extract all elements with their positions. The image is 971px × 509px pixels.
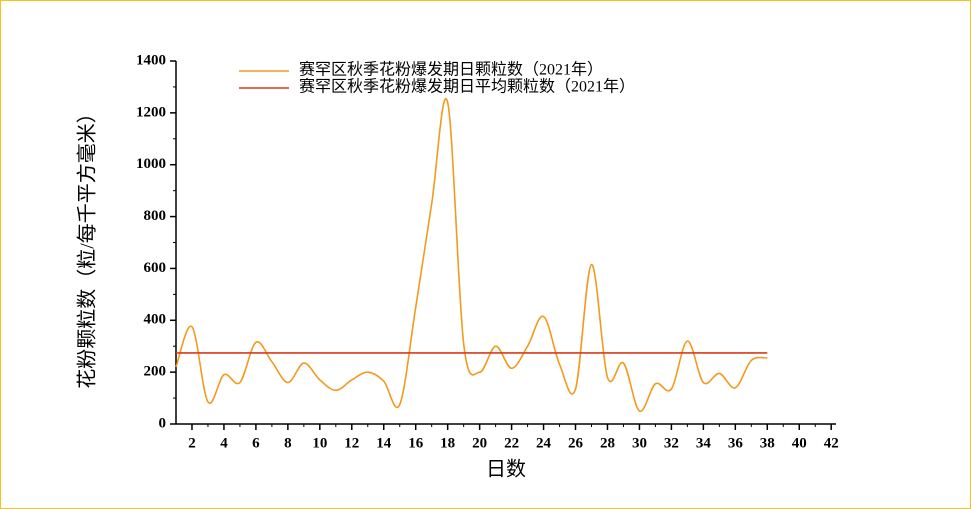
x-tick-label: 20 [472,435,487,451]
y-tick-label: 600 [144,260,167,276]
y-axis-title: 花粉颗粒数（粒/每千平方毫米） [76,103,99,389]
x-axis-title: 日数 [486,458,526,481]
y-tick-label: 1200 [136,104,166,120]
x-tick-label: 30 [632,435,647,451]
y-tick-label: 1400 [136,52,166,68]
x-tick-label: 10 [312,435,327,451]
x-tick-label: 2 [188,435,196,451]
x-tick-label: 12 [344,435,359,451]
x-tick-label: 40 [792,435,807,451]
x-tick-label: 16 [408,435,424,451]
x-tick-label: 8 [284,435,292,451]
x-tick-label: 34 [696,435,712,451]
x-tick-label: 36 [728,435,744,451]
y-tick-label: 800 [144,208,167,224]
x-tick-label: 14 [376,435,392,451]
x-tick-label: 42 [824,435,839,451]
y-tick-label: 1000 [136,156,166,172]
legend-label: 赛罕区秋季花粉爆发期日颗粒数（2021年） [299,60,603,79]
legend-label: 赛罕区秋季花粉爆发期日平均颗粒数（2021年） [299,77,635,96]
x-tick-label: 26 [568,435,584,451]
y-tick-label: 400 [144,312,167,328]
x-tick-label: 28 [600,435,615,451]
x-tick-label: 6 [252,435,260,451]
x-tick-label: 22 [504,435,519,451]
x-tick-label: 4 [220,435,228,451]
x-tick-label: 32 [664,435,679,451]
y-tick-label: 200 [144,364,167,380]
series-line [175,98,768,412]
x-tick-label: 18 [440,435,455,451]
y-tick-label: 0 [159,415,167,431]
x-tick-label: 24 [536,435,552,451]
x-tick-label: 38 [760,435,775,451]
